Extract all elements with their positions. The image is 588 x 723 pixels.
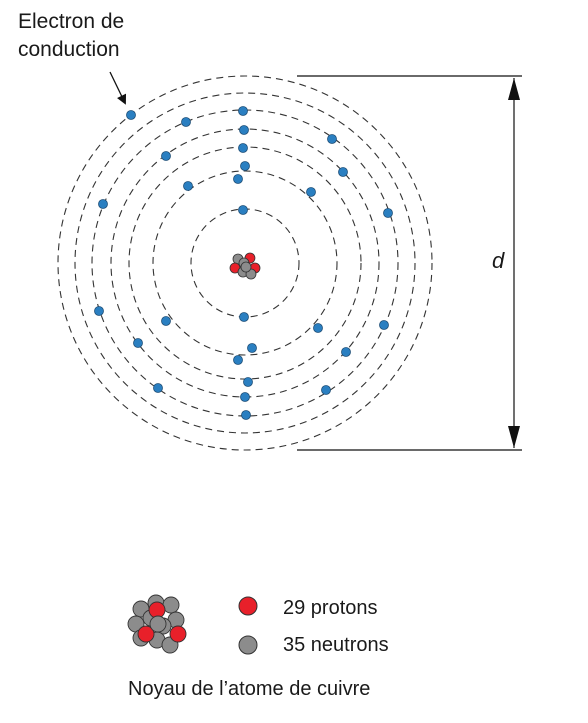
dimension-d: [297, 75, 522, 451]
electron: [181, 117, 191, 127]
orbit-shell-6: [74, 92, 416, 434]
conduction-label-line2: conduction: [18, 38, 120, 61]
electron: [239, 312, 249, 322]
electron: [233, 355, 243, 365]
electron: [241, 410, 251, 420]
annotation-arrow: [109, 71, 127, 105]
electron: [313, 323, 323, 333]
electron: [240, 161, 250, 171]
electron: [153, 383, 163, 393]
electron: [338, 167, 348, 177]
electron: [239, 125, 249, 135]
conduction-electron-label: Electron de conduction: [18, 8, 124, 64]
electron: [327, 134, 337, 144]
electron: [233, 174, 243, 184]
electron: [238, 143, 248, 153]
electrons: [94, 106, 393, 420]
electron: [183, 181, 193, 191]
orbit-shell-2: [152, 170, 338, 356]
electron: [247, 343, 257, 353]
legend-proton-swatch: [238, 596, 258, 616]
electron: [306, 187, 316, 197]
electron: [243, 377, 253, 387]
caption: Noyau de l’atome de cuivre: [128, 678, 371, 700]
electron: [240, 392, 250, 402]
electron: [238, 205, 248, 215]
electron: [133, 338, 143, 348]
electron: [161, 151, 171, 161]
electron: [321, 385, 331, 395]
electron: [341, 347, 351, 357]
legend-neutron-swatch: [238, 635, 258, 655]
electron: [383, 208, 393, 218]
electron: [161, 316, 171, 326]
legend-neutrons-label: 35 neutrons: [283, 634, 389, 656]
electron: [98, 199, 108, 209]
conduction-label-line1: Electron de: [18, 10, 125, 33]
electron: [94, 306, 104, 316]
legend-protons-label: 29 protons: [283, 597, 378, 619]
electron: [238, 106, 248, 116]
orbit-shell-7: [57, 75, 433, 451]
legend-nucleus-icon: [127, 594, 187, 654]
electron-conduction: [126, 110, 136, 120]
dimension-label: d: [492, 248, 505, 273]
nucleus: [229, 252, 261, 280]
electron: [379, 320, 389, 330]
